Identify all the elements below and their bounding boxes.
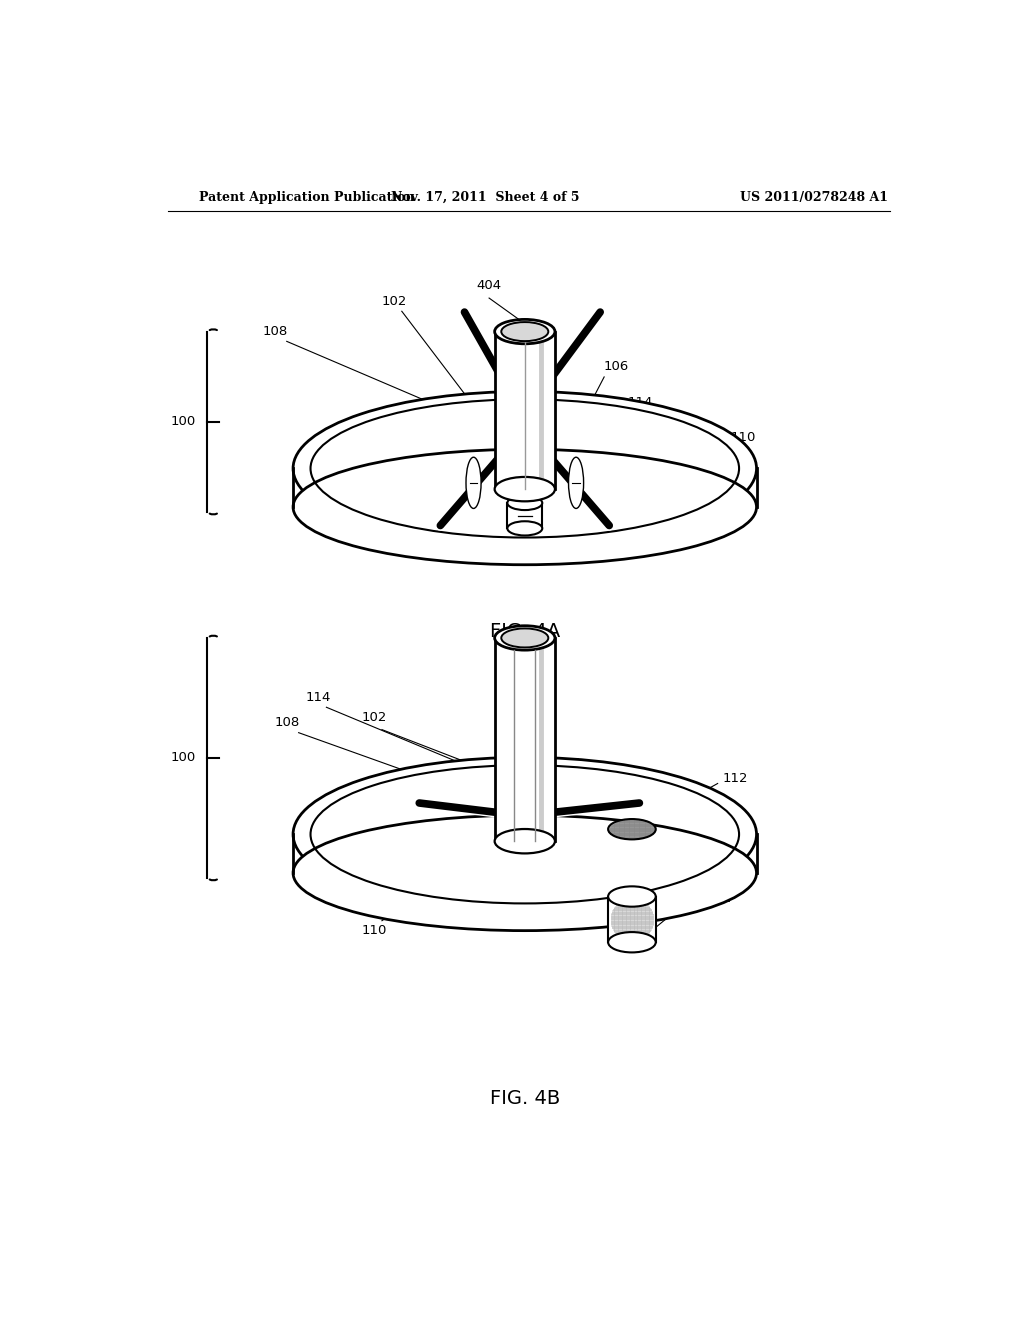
Text: Nov. 17, 2011  Sheet 4 of 5: Nov. 17, 2011 Sheet 4 of 5 [391, 190, 580, 203]
Ellipse shape [608, 886, 655, 907]
Text: 404: 404 [476, 280, 502, 292]
Text: 112: 112 [722, 772, 748, 785]
Text: 114: 114 [627, 396, 652, 409]
Ellipse shape [310, 399, 739, 537]
Text: 402: 402 [707, 892, 732, 904]
Text: 114: 114 [306, 690, 331, 704]
Ellipse shape [466, 457, 481, 508]
Polygon shape [495, 331, 555, 490]
Ellipse shape [495, 477, 555, 502]
Ellipse shape [495, 829, 555, 854]
Ellipse shape [502, 628, 548, 647]
Text: 100: 100 [170, 751, 196, 764]
Ellipse shape [293, 816, 757, 931]
Polygon shape [495, 638, 555, 841]
Ellipse shape [293, 392, 757, 545]
Polygon shape [608, 896, 655, 942]
Ellipse shape [507, 521, 543, 536]
Ellipse shape [608, 818, 655, 840]
Text: 102: 102 [361, 711, 387, 723]
Ellipse shape [495, 319, 555, 343]
Text: Patent Application Publication: Patent Application Publication [200, 190, 415, 203]
Text: 106: 106 [603, 360, 629, 374]
Text: 110: 110 [361, 924, 387, 937]
Ellipse shape [310, 766, 739, 903]
Text: 108: 108 [274, 715, 299, 729]
Ellipse shape [608, 932, 655, 953]
Text: 100: 100 [170, 416, 196, 429]
Ellipse shape [495, 626, 555, 651]
Text: US 2011/0278248 A1: US 2011/0278248 A1 [740, 190, 889, 203]
Text: 110: 110 [730, 432, 756, 445]
Text: FIG. 4B: FIG. 4B [489, 1089, 560, 1107]
Text: 108: 108 [262, 325, 288, 338]
Ellipse shape [293, 758, 757, 911]
Text: 402: 402 [694, 525, 720, 539]
Text: FIG. 4A: FIG. 4A [489, 622, 560, 640]
Ellipse shape [502, 322, 548, 341]
Text: 102: 102 [381, 294, 407, 308]
Text: 106: 106 [556, 756, 581, 770]
Ellipse shape [293, 449, 757, 565]
Ellipse shape [568, 457, 584, 508]
Ellipse shape [507, 496, 543, 510]
